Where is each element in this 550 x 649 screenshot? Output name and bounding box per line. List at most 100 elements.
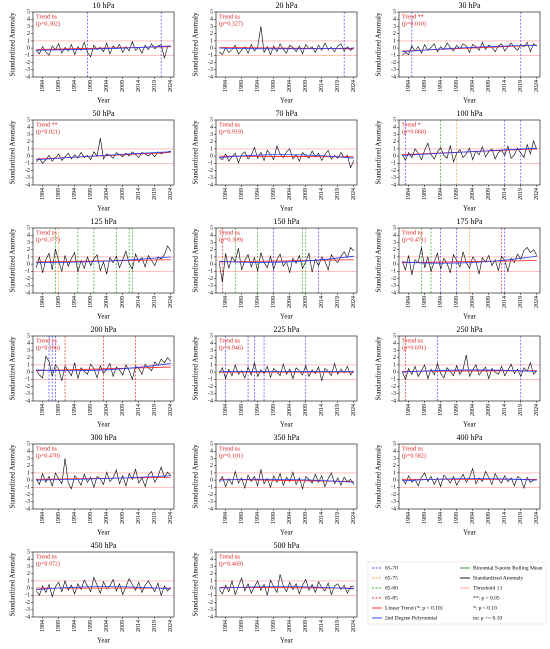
p-value-label: (p=0.691) — [402, 344, 426, 351]
x-tick-label: 2009 — [120, 404, 126, 416]
x-tick-label: 1994 — [438, 404, 444, 416]
trend-label: Trend ns — [219, 122, 241, 128]
x-tick-label: 2014 — [319, 296, 325, 308]
trend-label: Trend ns — [219, 554, 241, 560]
x-tick-label: 2014 — [136, 80, 142, 92]
x-tick-label: 1984 — [223, 188, 229, 200]
y-tick-label: 1 — [393, 362, 396, 368]
y-tick-label: -4 — [391, 74, 396, 80]
y-tick-label: 0 — [210, 45, 213, 51]
x-tick-label: 2024 — [168, 404, 174, 416]
x-tick-label: 2019 — [335, 620, 341, 632]
x-tick-label: 1984 — [406, 404, 412, 416]
y-tick-label: -4 — [391, 182, 396, 188]
y-tick-label: 3 — [393, 348, 396, 354]
legend-label: 65-80 — [385, 585, 398, 591]
y-tick-label: 5 — [210, 333, 213, 339]
x-tick-label: 2014 — [319, 80, 325, 92]
anomaly-line — [401, 354, 538, 381]
x-tick-label: 2014 — [319, 512, 325, 524]
x-tick-label: 1999 — [454, 188, 460, 200]
x-tick-label: 1994 — [72, 620, 78, 632]
x-tick-label: 1994 — [72, 512, 78, 524]
panel-title: 250 hPa — [457, 325, 483, 334]
trend-label: Trend ns — [36, 554, 58, 560]
y-tick-label: -3 — [391, 67, 396, 73]
y-tick-label: 0 — [393, 261, 396, 267]
x-tick-label: 2009 — [486, 404, 492, 416]
x-tick-label: 2024 — [351, 404, 357, 416]
y-tick-label: 2 — [210, 139, 213, 145]
p-value-label: (p=0.972) — [36, 560, 60, 567]
y-tick-label: 3 — [210, 240, 213, 246]
x-tick-label: 1989 — [239, 512, 245, 524]
p-value-label: (p=0.470) — [36, 452, 60, 459]
y-tick-label: 4 — [393, 341, 396, 347]
y-axis-label: Standardized Anomaly — [192, 444, 200, 508]
x-tick-label: 2024 — [351, 620, 357, 632]
y-tick-label: 3 — [210, 564, 213, 570]
legend-label: ns: p >= 0.10 — [473, 615, 502, 621]
x-tick-label: 2009 — [303, 620, 309, 632]
anomaly-line — [401, 247, 538, 276]
p-value-label: (p=0.302) — [36, 20, 60, 27]
y-tick-label: -4 — [208, 74, 213, 80]
y-tick-label: -4 — [25, 614, 30, 620]
polynomial-fit — [36, 475, 171, 481]
x-axis-label: Year — [463, 421, 477, 429]
panel-title: 175 hPa — [457, 217, 483, 226]
p-value-label: (p=0.377) — [36, 236, 60, 243]
panel-title: 200 hPa — [91, 325, 117, 334]
y-axis-label: Standardized Anomaly — [192, 336, 200, 400]
x-tick-label: 1984 — [223, 80, 229, 92]
x-tick-label: 2019 — [518, 188, 524, 200]
y-tick-label: 2 — [210, 355, 213, 361]
polynomial-fit — [36, 256, 171, 264]
x-tick-label: 2009 — [120, 296, 126, 308]
y-axis-label: Standardized Anomaly — [375, 336, 383, 400]
x-tick-label: 1999 — [271, 620, 277, 632]
x-tick-label: 2024 — [351, 296, 357, 308]
x-tick-label: 2019 — [152, 188, 158, 200]
y-tick-label: -2 — [25, 60, 30, 66]
x-tick-label: 2019 — [152, 80, 158, 92]
p-value-label: (p=0.060) — [402, 128, 426, 135]
x-tick-label: 1994 — [72, 404, 78, 416]
y-tick-label: 2 — [393, 139, 396, 145]
x-tick-label: 1999 — [88, 296, 94, 308]
x-axis-label: Year — [280, 205, 294, 213]
y-tick-label: 2 — [393, 355, 396, 361]
x-axis-label: Year — [463, 529, 477, 537]
polynomial-fit — [402, 147, 537, 156]
y-tick-label: 2 — [27, 463, 30, 469]
y-tick-label: 5 — [393, 333, 396, 339]
x-tick-label: 2014 — [319, 404, 325, 416]
legend-label: Standardized Anomaly — [473, 575, 524, 581]
y-tick-label: 3 — [393, 24, 396, 30]
polynomial-fit — [402, 478, 537, 482]
x-tick-label: 1999 — [454, 404, 460, 416]
x-tick-label: 1984 — [223, 296, 229, 308]
x-tick-label: 2014 — [136, 296, 142, 308]
y-tick-label: 5 — [393, 117, 396, 123]
legend-label: 65-70 — [385, 565, 398, 571]
y-axis-label: Standardized Anomaly — [9, 336, 17, 400]
y-tick-label: -1 — [25, 377, 30, 383]
trend-label: Trend ns — [402, 338, 424, 344]
y-tick-label: 5 — [27, 549, 30, 555]
y-tick-label: -3 — [391, 175, 396, 181]
y-tick-label: -3 — [208, 175, 213, 181]
y-tick-label: 1 — [210, 38, 213, 44]
x-tick-label: 2024 — [168, 620, 174, 632]
y-tick-label: -3 — [25, 499, 30, 505]
x-tick-label: 2024 — [168, 188, 174, 200]
